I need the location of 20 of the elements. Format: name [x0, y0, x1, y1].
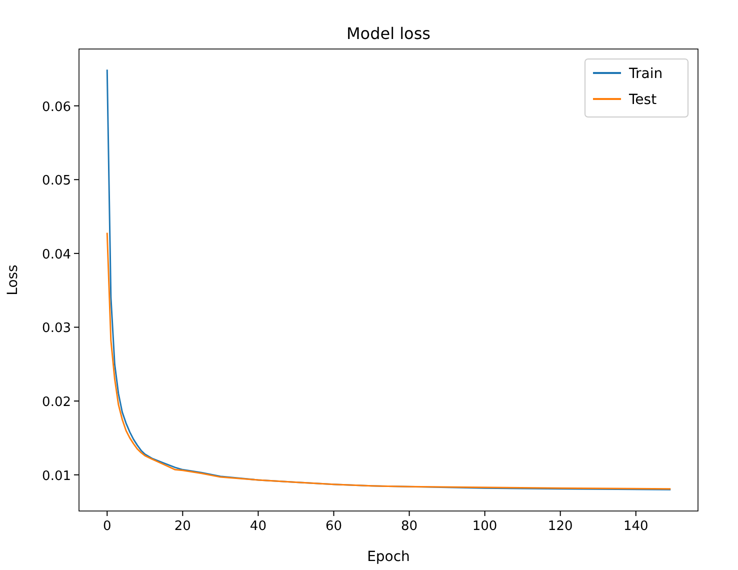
- y-tick-label: 0.03: [42, 321, 71, 336]
- x-tick-label: 40: [250, 519, 266, 534]
- x-tick-label: 20: [174, 519, 191, 534]
- line-series: [106, 232, 671, 490]
- y-tick-label: 0.01: [42, 468, 71, 484]
- chart-title: Model loss: [346, 24, 431, 43]
- legend-label: Train: [628, 66, 663, 82]
- y-axis-title: Loss: [5, 264, 21, 296]
- legend-label: Test: [628, 92, 658, 108]
- x-tick-label: 60: [325, 519, 342, 534]
- x-axis-title: Epoch: [367, 549, 410, 565]
- x-tick-label: 120: [548, 519, 573, 534]
- y-tick-label: 0.02: [42, 395, 71, 410]
- y-tick-label: 0.06: [42, 100, 71, 115]
- y-tick-label: 0.04: [42, 247, 71, 262]
- x-tick-label: 0: [102, 519, 112, 534]
- x-tick-label: 80: [401, 519, 418, 534]
- x-tick-label: 140: [623, 519, 648, 534]
- x-tick-label: 100: [472, 519, 498, 534]
- y-tick-label: 0.05: [42, 174, 71, 189]
